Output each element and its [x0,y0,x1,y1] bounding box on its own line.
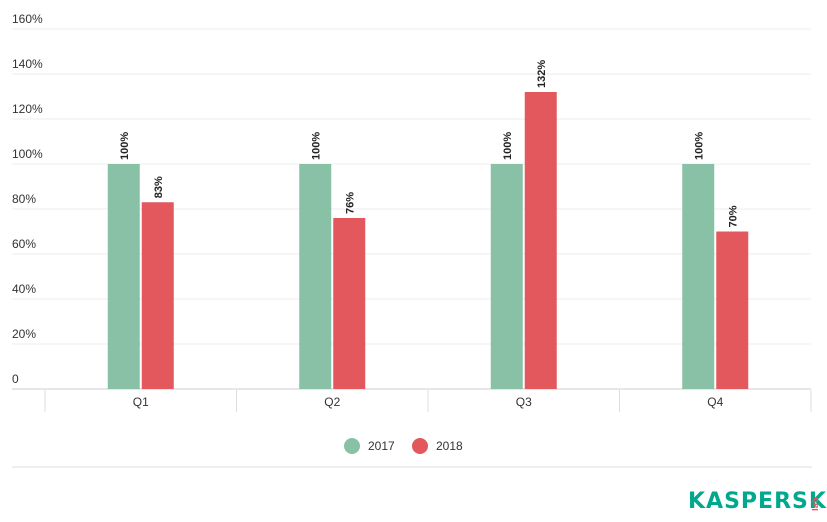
y-tick-label: 60% [12,237,36,251]
y-tick-label: 80% [12,192,36,206]
data-label: 100% [502,132,514,160]
x-axis: Q1 Q2 Q3 Q4 [44,390,812,412]
data-labels: 100% 83% 100% 76% 100% 132% 100% 70% [119,60,740,228]
bar-2018-Q2 [333,218,366,389]
bar-2017-Q4 [682,164,715,389]
y-tick-label: 40% [12,282,36,296]
y-tick-label: 100% [12,147,43,161]
legend-label: 2018 [436,439,463,453]
data-label: 76% [344,192,356,214]
data-label: 100% [119,132,131,160]
bar-2018-Q3 [524,92,557,389]
x-tick-label: Q4 [707,395,723,409]
data-label: 83% [153,176,165,198]
y-tick-label: 140% [12,57,43,71]
brand-name: KASPERSKY [688,489,827,514]
data-label: 100% [310,132,322,160]
data-label: 100% [693,132,705,160]
data-label: 70% [727,205,739,227]
legend-marker-2018 [412,438,428,454]
legend: 2017 2018 [344,438,463,454]
bar-2017-Q3 [490,164,523,389]
y-tick-label: 20% [12,327,36,341]
y-axis-ticks: 0 20% 40% 60% 80% 100% 120% 140% 160% [12,12,43,386]
y-tick-label: 160% [12,12,43,26]
y-tick-label: 0 [12,372,19,386]
bar-2018-Q4 [716,231,749,389]
brand-suffix: lab [811,497,820,511]
y-tick-label: 120% [12,102,43,116]
x-tick-label: Q1 [133,395,149,409]
kaspersky-logo: KASPERSKY lab [688,489,827,514]
bar-2018-Q1 [141,202,174,389]
bar-2017-Q1 [107,164,140,389]
bar-2017-Q2 [299,164,332,389]
data-label: 132% [536,60,548,88]
x-tick-label: Q3 [516,395,532,409]
legend-label: 2017 [368,439,395,453]
legend-marker-2017 [344,438,360,454]
x-tick-label: Q2 [324,395,340,409]
bars [107,92,749,389]
